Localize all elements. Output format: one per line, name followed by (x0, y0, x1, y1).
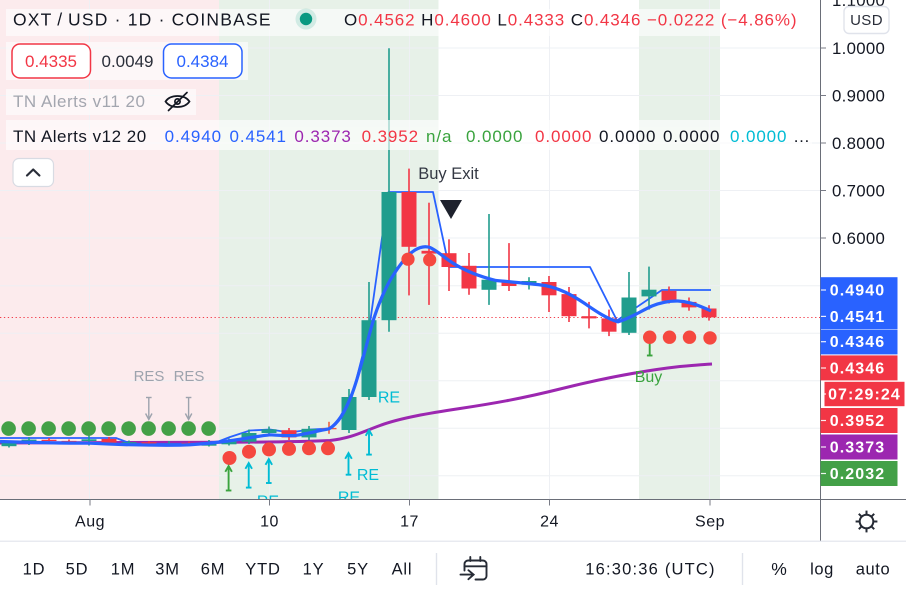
svg-text:1D: 1D (23, 561, 46, 579)
svg-text:O0.4562 H0.4600 L0.4333 C0.434: O0.4562 H0.4600 L0.4333 C0.4346 −0.0222 … (344, 11, 797, 30)
svg-text:0.7000: 0.7000 (832, 182, 885, 201)
svg-text:0.9000: 0.9000 (832, 87, 885, 106)
svg-text:0.4346: 0.4346 (830, 361, 886, 378)
svg-text:07:29:24: 07:29:24 (828, 387, 901, 404)
svg-text:0.4384: 0.4384 (177, 52, 229, 71)
svg-text:0.4335: 0.4335 (25, 52, 77, 71)
svg-text:17: 17 (400, 514, 419, 531)
svg-text:0.4346: 0.4346 (830, 334, 886, 351)
svg-text:0.4541: 0.4541 (830, 309, 886, 326)
svg-text:1M: 1M (111, 561, 136, 579)
svg-text:10: 10 (260, 514, 279, 531)
svg-text:Buy: Buy (635, 369, 663, 386)
svg-text:…: … (793, 127, 811, 146)
svg-text:1Y: 1Y (303, 561, 325, 579)
svg-text:auto: auto (856, 561, 891, 579)
svg-text:0.0000: 0.0000 (730, 127, 787, 146)
svg-text:Buy Exit: Buy Exit (418, 165, 479, 183)
svg-text:0.0000: 0.0000 (466, 127, 523, 146)
svg-text:0.3952: 0.3952 (830, 413, 886, 430)
svg-text:YTD: YTD (245, 561, 280, 579)
svg-text:3M: 3M (155, 561, 180, 579)
svg-text:5Y: 5Y (347, 561, 369, 579)
svg-text:OXT / USD · 1D · COINBASE: OXT / USD · 1D · COINBASE (13, 10, 272, 30)
svg-text:n/a: n/a (426, 127, 452, 146)
svg-text:5D: 5D (66, 561, 89, 579)
svg-text:RE: RE (357, 467, 379, 484)
svg-text:0.3373: 0.3373 (830, 440, 886, 457)
svg-text:24: 24 (540, 514, 559, 531)
svg-text:0.4940: 0.4940 (165, 127, 222, 146)
svg-text:RE: RE (378, 390, 400, 407)
svg-text:0.6000: 0.6000 (832, 229, 885, 248)
svg-text:Sep: Sep (695, 514, 725, 531)
svg-text:16:30:36 (UTC): 16:30:36 (UTC) (585, 561, 716, 579)
svg-text:RES: RES (134, 368, 165, 385)
svg-text:0.3373: 0.3373 (294, 127, 351, 146)
svg-text:0.4940: 0.4940 (830, 283, 886, 300)
svg-text:0.4541: 0.4541 (230, 127, 287, 146)
svg-text:0.0049: 0.0049 (102, 52, 154, 71)
svg-text:TN Alerts v11 20: TN Alerts v11 20 (13, 92, 145, 111)
svg-text:0.2032: 0.2032 (830, 466, 886, 483)
svg-text:%: % (771, 559, 787, 579)
svg-text:All: All (392, 561, 413, 579)
svg-text:log: log (810, 561, 834, 579)
svg-text:6M: 6M (201, 561, 226, 579)
svg-text:0.0000: 0.0000 (599, 127, 656, 146)
svg-text:0.3952: 0.3952 (362, 127, 419, 146)
svg-text:USD: USD (850, 12, 883, 29)
svg-text:1.0000: 1.0000 (832, 39, 885, 58)
svg-text:0.0000: 0.0000 (663, 127, 720, 146)
svg-text:0.0000: 0.0000 (535, 127, 592, 146)
svg-text:0.8000: 0.8000 (832, 134, 885, 153)
svg-text:1.1000: 1.1000 (832, 0, 885, 10)
svg-text:Aug: Aug (75, 514, 105, 531)
svg-text:TN Alerts v12 20: TN Alerts v12 20 (13, 127, 147, 146)
svg-text:RES: RES (174, 368, 205, 385)
